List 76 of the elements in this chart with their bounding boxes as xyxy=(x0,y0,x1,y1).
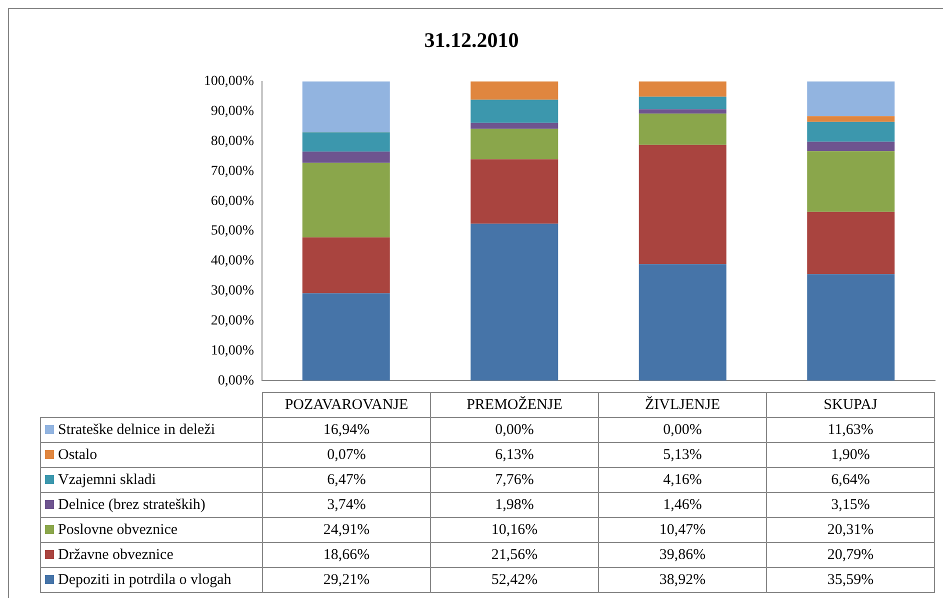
bar xyxy=(470,128,558,160)
legend-label: Strateške delnice in deleži xyxy=(40,418,262,442)
data-label: 39,86% xyxy=(598,542,766,568)
data-label: 0,07% xyxy=(262,442,430,468)
bar xyxy=(470,81,558,100)
bar xyxy=(302,81,390,132)
data-label: 1,98% xyxy=(430,492,598,518)
legend-label: Depoziti in potrdila o vlogah xyxy=(40,568,262,592)
bar xyxy=(302,132,390,152)
data-label: 10,47% xyxy=(598,518,766,542)
data-label: 7,76% xyxy=(430,468,598,492)
legend-label: Vzajemni skladi xyxy=(40,468,262,492)
bar xyxy=(302,162,390,238)
data-label: 3,15% xyxy=(766,492,934,518)
data-label: 4,16% xyxy=(598,468,766,492)
data-label: 11,63% xyxy=(766,418,934,442)
bar xyxy=(470,224,558,381)
chart-title: 31.12.2010 xyxy=(423,28,520,53)
x-tick-label: PREMOŽENJE xyxy=(430,392,598,418)
data-label: 0,00% xyxy=(598,418,766,442)
data-label: 5,13% xyxy=(598,442,766,468)
bar xyxy=(807,116,895,122)
data-label: 1,46% xyxy=(598,492,766,518)
bar xyxy=(807,81,895,116)
x-tick-label: SKUPAJ xyxy=(766,392,934,418)
y-tick-label: 50,00% xyxy=(210,224,254,239)
bar xyxy=(638,109,726,114)
x-tick-label: POZAVAROVANJE xyxy=(262,392,430,418)
data-label: 38,92% xyxy=(598,568,766,592)
y-tick-label: 30,00% xyxy=(210,284,254,299)
y-tick-label: 80,00% xyxy=(210,134,254,149)
bar xyxy=(638,96,726,110)
y-tick-label: 40,00% xyxy=(210,254,254,269)
bar xyxy=(807,142,895,152)
data-label: 6,13% xyxy=(430,442,598,468)
data-label: 6,64% xyxy=(766,468,934,492)
legend-label: Delnice (brez strateških) xyxy=(40,492,262,518)
bar xyxy=(807,151,895,212)
bar xyxy=(302,237,390,294)
bar xyxy=(470,159,558,224)
bar xyxy=(807,122,895,142)
data-label: 1,90% xyxy=(766,442,934,468)
bar xyxy=(302,152,390,163)
data-label: 29,21% xyxy=(262,568,430,592)
y-tick-label: 60,00% xyxy=(210,194,254,209)
legend-label: Poslovne obveznice xyxy=(40,518,262,542)
data-label: 10,16% xyxy=(430,518,598,542)
data-label: 18,66% xyxy=(262,542,430,568)
bar xyxy=(638,144,726,264)
y-tick-label: 0,00% xyxy=(218,373,254,388)
data-label: 20,31% xyxy=(766,518,934,542)
data-label: 3,74% xyxy=(262,492,430,518)
data-label: 52,42% xyxy=(430,568,598,592)
data-label: 35,59% xyxy=(766,568,934,592)
bar xyxy=(470,122,558,129)
y-tick-label: 100,00% xyxy=(204,74,254,90)
data-label: 6,47% xyxy=(262,468,430,492)
y-tick-label: 20,00% xyxy=(210,313,254,328)
bar xyxy=(470,100,558,123)
data-label: 21,56% xyxy=(430,542,598,568)
x-tick-label: ŽIVLJENJE xyxy=(598,392,766,418)
bar xyxy=(302,293,390,381)
bar xyxy=(638,81,726,97)
legend-label: Državne obveznice xyxy=(40,542,262,568)
y-tick-label: 10,00% xyxy=(210,343,254,358)
bar xyxy=(807,274,895,381)
bar xyxy=(638,114,726,145)
y-tick-label: 90,00% xyxy=(210,104,254,119)
legend-label: Ostalo xyxy=(40,442,262,468)
bar xyxy=(807,212,895,274)
bar xyxy=(638,264,726,381)
data-label: 24,91% xyxy=(262,518,430,542)
y-tick-label: 70,00% xyxy=(210,164,254,179)
data-label: 20,79% xyxy=(766,542,934,568)
data-label: 16,94% xyxy=(262,418,430,442)
data-label: 0,00% xyxy=(430,418,598,442)
